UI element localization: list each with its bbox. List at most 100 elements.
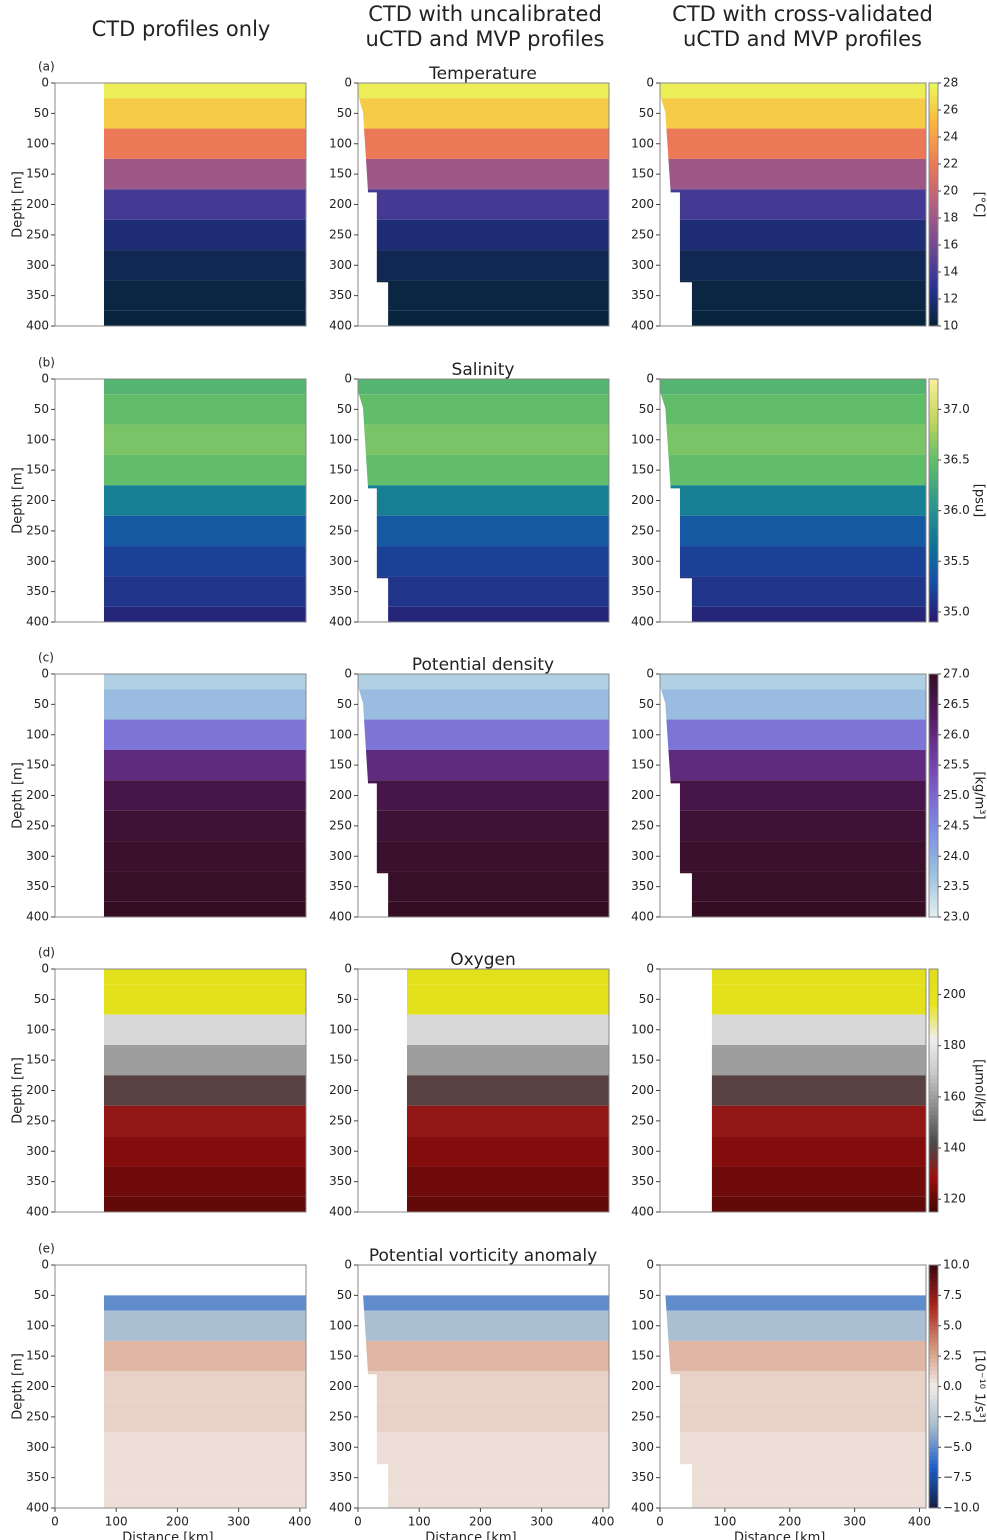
y-tick-label: 250 <box>329 818 352 832</box>
colorbar-step <box>929 1277 938 1282</box>
colorbar-step <box>929 1305 938 1311</box>
colorbar-step <box>929 589 938 595</box>
y-tick-label: 350 <box>329 288 352 302</box>
colorbar-step <box>929 771 938 776</box>
field-band <box>660 424 926 455</box>
field-band <box>358 576 609 607</box>
colorbar-step <box>929 1402 938 1408</box>
colorbar-tick-label: −10.0 <box>943 1501 980 1515</box>
colorbar-tick-label: 24.5 <box>943 818 970 832</box>
y-tick-label: 350 <box>329 584 352 598</box>
field-band <box>406 1105 609 1137</box>
y-tick-label: 400 <box>329 1501 352 1515</box>
field-band <box>103 674 306 690</box>
colorbar-step <box>929 488 938 493</box>
colorbar-tick-label: 36.0 <box>943 503 970 517</box>
y-tick-label: 400 <box>329 1205 352 1219</box>
y-tick-label: 400 <box>631 910 654 924</box>
colorbar-step <box>929 900 938 906</box>
panel-label: (b) <box>38 356 55 370</box>
y-tick-label: 200 <box>631 1379 654 1393</box>
y-tick-label: 100 <box>631 1318 654 1332</box>
colorbar-step <box>929 1463 938 1468</box>
colorbar-step <box>929 83 938 88</box>
field-band <box>358 310 609 326</box>
panel-label: (d) <box>38 946 55 960</box>
colorbar-step <box>929 232 938 238</box>
y-tick-label: 150 <box>631 463 654 477</box>
field-band <box>358 379 609 395</box>
colorbar-tick-label: 200 <box>943 987 966 1001</box>
colorbar-tick-label: 28 <box>943 76 958 90</box>
y-tick-label: 100 <box>329 432 352 446</box>
y-tick-label: 100 <box>631 432 654 446</box>
field-band <box>660 310 926 326</box>
y-tick-label: 250 <box>631 1409 654 1423</box>
y-tick-label: 0 <box>344 372 352 386</box>
colorbar-step <box>929 240 938 246</box>
colorbar-step <box>929 1281 938 1286</box>
field-band <box>358 606 609 622</box>
field-band <box>660 576 926 607</box>
colorbar-step <box>929 779 938 784</box>
y-tick-label: 100 <box>26 136 49 150</box>
colorbar-step <box>929 690 938 695</box>
y-tick-label: 250 <box>26 523 49 537</box>
field-band <box>660 1492 926 1508</box>
field-band <box>660 1295 926 1311</box>
field-band <box>103 810 306 842</box>
field-band <box>660 780 926 811</box>
panel-title: Salinity <box>452 360 515 380</box>
mask <box>358 391 389 622</box>
panel-label: (e) <box>38 1242 55 1256</box>
field-band <box>660 515 926 547</box>
y-axis-label: Depth [m] <box>11 1057 26 1124</box>
colorbar-step <box>929 500 938 506</box>
y-tick-label: 250 <box>26 818 49 832</box>
field-band <box>103 515 306 547</box>
colorbar-step <box>929 1317 938 1323</box>
colorbar-tick-label: 24.0 <box>943 849 970 863</box>
colorbar-step <box>929 1195 938 1201</box>
x-tick-label: 100 <box>408 1515 431 1529</box>
colorbar-tick-label: 24 <box>943 130 958 144</box>
x-tick-label: 400 <box>908 1515 931 1529</box>
colorbar-step <box>929 1378 938 1383</box>
field-band <box>406 1075 609 1106</box>
colorbar-step <box>929 115 938 120</box>
field-band <box>103 98 306 129</box>
x-tick-label: 300 <box>227 1515 250 1529</box>
colorbar-step <box>929 1041 938 1047</box>
y-tick-label: 350 <box>631 584 654 598</box>
colorbar-tick-label: 10 <box>943 319 958 333</box>
colorbar-step <box>929 888 938 894</box>
colorbar-step <box>929 208 938 214</box>
colorbar-step <box>929 451 938 457</box>
y-tick-label: 50 <box>639 1288 654 1302</box>
colorbar-step <box>929 694 938 699</box>
colorbar-step <box>929 468 938 473</box>
field-band <box>103 576 306 607</box>
y-tick-label: 0 <box>646 372 654 386</box>
y-tick-label: 50 <box>639 697 654 711</box>
y-tick-label: 150 <box>329 463 352 477</box>
field-band <box>103 841 306 872</box>
y-tick-label: 250 <box>26 227 49 241</box>
colorbar-step <box>929 613 938 619</box>
y-tick-label: 300 <box>26 258 49 272</box>
colorbar-step <box>929 880 938 886</box>
field-band <box>103 454 306 486</box>
field-band <box>103 1432 306 1463</box>
y-tick-label: 0 <box>646 1258 654 1272</box>
colorbar-step <box>929 1443 938 1448</box>
field-band <box>103 1340 306 1372</box>
colorbar-step <box>929 876 938 882</box>
field-band <box>358 1371 609 1402</box>
colorbar-label: [°C] <box>972 192 987 218</box>
colorbar-tick-label: 16 <box>943 238 958 252</box>
field-band <box>103 901 306 917</box>
colorbar-step <box>929 763 938 768</box>
y-tick-label: 100 <box>26 1022 49 1036</box>
colorbar-step <box>929 989 938 994</box>
colorbar-tick-label: 26.5 <box>943 697 970 711</box>
